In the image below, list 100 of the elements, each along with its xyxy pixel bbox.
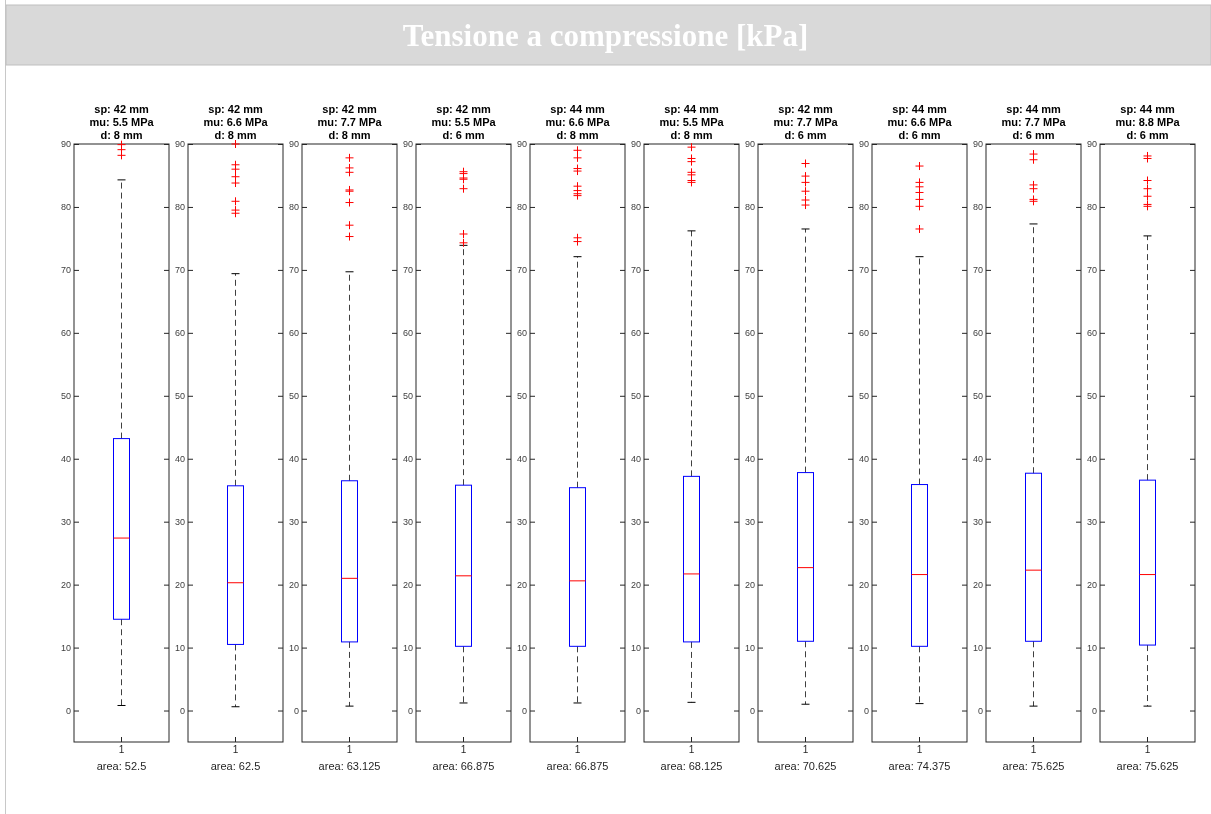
y-tick-label: 30 bbox=[288, 517, 299, 528]
y-tick-label: 0 bbox=[521, 705, 527, 716]
chart-title: sp: 44 mm mu: 8.8 MPa d: 6 mm bbox=[1115, 103, 1181, 141]
y-tick-label: 40 bbox=[858, 454, 869, 465]
y-tick-label: 0 bbox=[1091, 705, 1097, 716]
y-tick-label: 0 bbox=[65, 705, 71, 716]
y-tick-label: 50 bbox=[402, 391, 413, 402]
y-tick-label: 40 bbox=[972, 454, 983, 465]
y-tick-label: 10 bbox=[288, 642, 299, 653]
chart-title: sp: 44 mm mu: 5.5 MPa d: 8 mm bbox=[659, 103, 725, 141]
y-tick-label: 90 bbox=[516, 139, 527, 150]
chart-title: sp: 42 mm mu: 6.6 MPa d: 8 mm bbox=[203, 103, 269, 141]
y-tick-label: 50 bbox=[972, 391, 983, 402]
y-tick-label: 60 bbox=[402, 328, 413, 339]
y-tick-label: 80 bbox=[288, 202, 299, 213]
y-tick-label: 0 bbox=[635, 705, 641, 716]
y-tick-label: 30 bbox=[630, 517, 641, 528]
y-tick-label: 60 bbox=[174, 328, 185, 339]
y-tick-label: 10 bbox=[858, 642, 869, 653]
y-tick-label: 60 bbox=[972, 328, 983, 339]
x-axis-title: area: 75.625 bbox=[1002, 760, 1065, 772]
y-tick-label: 30 bbox=[744, 517, 755, 528]
y-tick-label: 50 bbox=[630, 391, 641, 402]
y-tick-label: 50 bbox=[60, 391, 71, 402]
chart-title: sp: 42 mm mu: 7.7 MPa d: 6 mm bbox=[773, 103, 839, 141]
y-tick-label: 50 bbox=[174, 391, 185, 402]
x-axis-title: area: 66.875 bbox=[546, 760, 609, 772]
y-tick-label: 80 bbox=[516, 202, 527, 213]
x-axis-title: area: 68.125 bbox=[660, 760, 723, 772]
y-tick-label: 70 bbox=[174, 265, 185, 276]
x-axis-title: area: 74.375 bbox=[888, 760, 951, 772]
y-tick-label: 20 bbox=[402, 580, 413, 591]
x-tick-label: 1 bbox=[802, 744, 809, 755]
x-tick-label: 1 bbox=[460, 744, 467, 755]
x-tick-label: 1 bbox=[232, 744, 239, 755]
y-tick-label: 20 bbox=[174, 580, 185, 591]
y-tick-label: 70 bbox=[744, 265, 755, 276]
x-axis-title: area: 70.625 bbox=[774, 760, 837, 772]
y-tick-label: 10 bbox=[516, 642, 527, 653]
y-tick-label: 90 bbox=[972, 139, 983, 150]
y-tick-label: 40 bbox=[174, 454, 185, 465]
y-tick-label: 90 bbox=[60, 139, 71, 150]
x-axis-title: area: 52.5 bbox=[96, 760, 147, 772]
x-tick-label: 1 bbox=[1144, 744, 1151, 755]
x-tick-label: 1 bbox=[118, 744, 125, 755]
y-tick-label: 0 bbox=[293, 705, 299, 716]
y-tick-label: 30 bbox=[174, 517, 185, 528]
x-tick-label: 1 bbox=[1030, 744, 1037, 755]
y-tick-label: 90 bbox=[288, 139, 299, 150]
y-tick-label: 90 bbox=[1086, 139, 1097, 150]
y-tick-label: 40 bbox=[60, 454, 71, 465]
x-axis-title: area: 75.625 bbox=[1116, 760, 1179, 772]
y-tick-label: 30 bbox=[60, 517, 71, 528]
y-tick-label: 70 bbox=[630, 265, 641, 276]
y-tick-label: 70 bbox=[516, 265, 527, 276]
x-tick-label: 1 bbox=[346, 744, 353, 755]
y-tick-label: 20 bbox=[60, 580, 71, 591]
y-tick-label: 10 bbox=[972, 642, 983, 653]
y-tick-label: 80 bbox=[60, 202, 71, 213]
y-tick-label: 40 bbox=[402, 454, 413, 465]
y-tick-label: 10 bbox=[60, 642, 71, 653]
y-tick-label: 0 bbox=[977, 705, 983, 716]
y-tick-label: 60 bbox=[60, 328, 71, 339]
y-tick-label: 0 bbox=[863, 705, 869, 716]
x-axis-title: area: 62.5 bbox=[210, 760, 261, 772]
chart-title: sp: 42 mm mu: 5.5 MPa d: 6 mm bbox=[431, 103, 497, 141]
y-tick-label: 80 bbox=[858, 202, 869, 213]
y-tick-label: 0 bbox=[407, 705, 413, 716]
y-tick-label: 60 bbox=[516, 328, 527, 339]
chart-title: sp: 44 mm mu: 6.6 MPa d: 6 mm bbox=[887, 103, 953, 141]
x-tick-label: 1 bbox=[574, 744, 581, 755]
y-tick-label: 10 bbox=[402, 642, 413, 653]
y-tick-label: 60 bbox=[288, 328, 299, 339]
y-tick-label: 30 bbox=[1086, 517, 1097, 528]
y-tick-label: 40 bbox=[744, 454, 755, 465]
y-tick-label: 60 bbox=[858, 328, 869, 339]
y-tick-label: 80 bbox=[744, 202, 755, 213]
y-tick-label: 30 bbox=[972, 517, 983, 528]
y-tick-label: 70 bbox=[858, 265, 869, 276]
y-tick-label: 20 bbox=[972, 580, 983, 591]
chart-title: sp: 44 mm mu: 6.6 MPa d: 8 mm bbox=[545, 103, 611, 141]
y-tick-label: 70 bbox=[972, 265, 983, 276]
x-tick-label: 1 bbox=[916, 744, 923, 755]
y-tick-label: 30 bbox=[858, 517, 869, 528]
x-axis-title: area: 66.875 bbox=[432, 760, 495, 772]
y-tick-label: 50 bbox=[744, 391, 755, 402]
y-tick-label: 60 bbox=[630, 328, 641, 339]
chart-title: sp: 44 mm mu: 7.7 MPa d: 6 mm bbox=[1001, 103, 1067, 141]
y-tick-label: 60 bbox=[744, 328, 755, 339]
y-tick-label: 40 bbox=[630, 454, 641, 465]
y-tick-label: 40 bbox=[516, 454, 527, 465]
y-tick-label: 30 bbox=[402, 517, 413, 528]
y-tick-label: 80 bbox=[1086, 202, 1097, 213]
y-tick-label: 90 bbox=[858, 139, 869, 150]
y-tick-label: 20 bbox=[858, 580, 869, 591]
chart-title: sp: 42 mm mu: 7.7 MPa d: 8 mm bbox=[317, 103, 383, 141]
y-tick-label: 30 bbox=[516, 517, 527, 528]
y-tick-label: 90 bbox=[630, 139, 641, 150]
y-tick-label: 10 bbox=[744, 642, 755, 653]
y-tick-label: 80 bbox=[630, 202, 641, 213]
